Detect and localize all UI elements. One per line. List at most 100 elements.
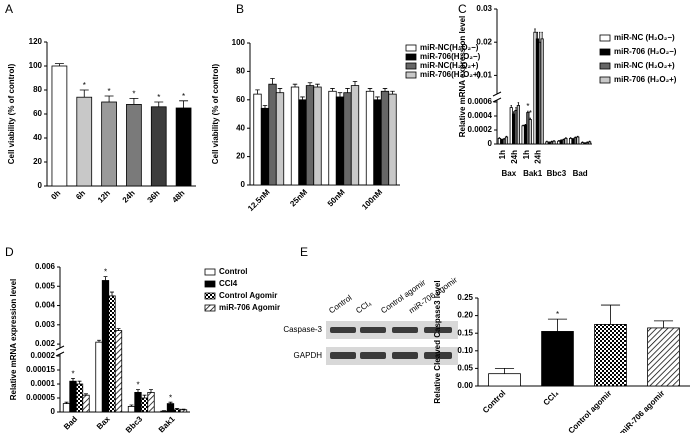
axis-break (492, 97, 502, 103)
bar (127, 405, 136, 413)
error-bar (149, 389, 153, 393)
bar (576, 136, 580, 145)
axis-break (55, 351, 65, 357)
error-bar (179, 100, 189, 108)
error-bar (104, 95, 114, 102)
legend-swatch (405, 71, 417, 79)
bar (62, 403, 71, 413)
error-bar (142, 394, 147, 398)
y-tick-label: 100 (29, 61, 43, 70)
x-tick-label: 12.5nM (246, 187, 272, 213)
error-bar (503, 138, 505, 140)
y-tick-label: 0.02 (476, 37, 492, 46)
y-tick-label: 60 (33, 109, 42, 118)
group-label: Bad (573, 169, 588, 178)
bar (488, 373, 521, 387)
panel-label: A (5, 2, 13, 16)
error-bar (84, 393, 88, 396)
panel-label: B (236, 2, 244, 16)
bar (588, 141, 592, 145)
error-bar (512, 111, 515, 114)
error-bar (529, 117, 531, 120)
annotation: * (169, 393, 172, 402)
y-tick-label: 0.0001 (31, 379, 56, 388)
bar (51, 65, 68, 187)
bar (305, 85, 315, 186)
error-bar (79, 89, 89, 98)
y-tick-label: 0.10 (457, 346, 473, 355)
bar (552, 140, 556, 145)
legend-swatch (405, 62, 417, 70)
x-tick-label: 24h (534, 150, 543, 164)
annotation: * (136, 381, 139, 390)
error-bar (64, 401, 69, 404)
error-bar (103, 276, 108, 281)
legend-swatch (204, 304, 216, 312)
annotation: * (104, 268, 107, 277)
annotation: * (556, 310, 559, 319)
error-bar (562, 138, 565, 140)
error-bar (584, 142, 586, 144)
blot-lane-label: CCl₄ (354, 298, 373, 315)
x-tick-label: 100nM (360, 187, 384, 211)
x-tick-label: Control (481, 389, 507, 415)
error-bar (277, 88, 283, 93)
error-bar (572, 138, 574, 140)
x-tick-label: 12h (96, 188, 112, 204)
error-bar (77, 380, 82, 384)
error-bar (522, 124, 524, 126)
error-bar (588, 140, 591, 142)
bar (647, 327, 680, 387)
y-tick-label: 80 (236, 67, 245, 76)
y-tick-label: 40 (33, 133, 42, 142)
y-tick-label: 40 (236, 123, 245, 132)
axis-break (492, 91, 502, 97)
legend-label: miR-NC(H₂O₂−) (420, 43, 479, 52)
panel-label: C (458, 2, 467, 16)
blot-row-label: GAPDH (294, 351, 323, 360)
y-tick-label: 100 (232, 38, 246, 47)
x-tick-label: 0h (49, 188, 62, 201)
x-tick-label: Bak1 (157, 414, 177, 433)
y-tick-label: 0.005 (35, 281, 56, 290)
error-bar (536, 31, 539, 39)
annotation: * (529, 109, 532, 118)
y-tick-label: 0.0006 (468, 97, 493, 106)
y-tick-label: 0.002 (35, 339, 56, 348)
bar (540, 38, 544, 145)
y-tick-label: 20 (236, 152, 245, 161)
y-tick-label: 0.20 (457, 311, 473, 320)
bar (328, 90, 337, 186)
x-tick-label: 50nM (326, 187, 347, 208)
bar (594, 323, 627, 387)
error-bar (168, 401, 173, 404)
error-bar (129, 404, 134, 407)
legend-swatch (599, 76, 611, 84)
error-bar (546, 140, 548, 142)
y-tick-label: 0 (51, 407, 56, 416)
bar (76, 96, 93, 187)
x-tick-label: 36h (146, 188, 162, 204)
legend-swatch (405, 44, 417, 52)
y-tick-label: 0.15 (457, 328, 473, 337)
x-tick-label: Bad (62, 414, 79, 431)
error-bar (162, 410, 166, 412)
bar (95, 341, 103, 413)
y-tick-label: 0.006 (35, 262, 56, 271)
legend-label: miR-706 (H₂O₂+) (614, 75, 677, 84)
bar (75, 383, 84, 413)
legend-label: miR-NC (H₂O₂−) (614, 33, 675, 42)
bar (82, 394, 90, 413)
error-bar (558, 140, 560, 142)
error-bar (581, 141, 584, 143)
error-bar (352, 80, 358, 86)
error-bar (505, 135, 508, 137)
x-tick-label: 1h (522, 150, 531, 159)
annotation: * (182, 92, 185, 101)
error-bar (181, 408, 186, 410)
error-bar (255, 89, 260, 95)
bar (134, 391, 142, 413)
x-tick-label: 24h (121, 188, 137, 204)
x-tick-label: 25nM (288, 187, 309, 208)
